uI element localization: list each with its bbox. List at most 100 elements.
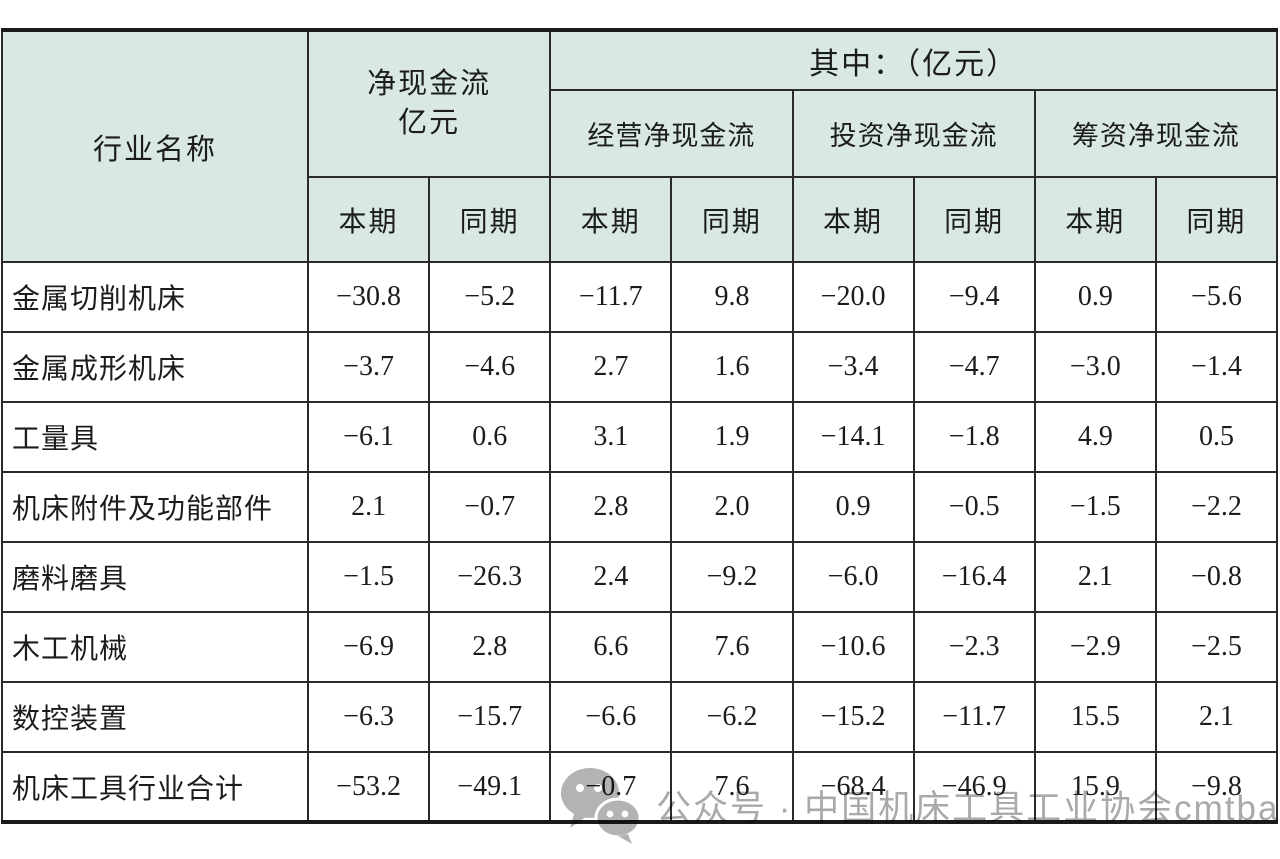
cell-value: −6.6 bbox=[549, 681, 673, 753]
table-row: 数控装置 −6.3 −15.7 −6.6 −6.2 −15.2 −11.7 15… bbox=[1, 681, 1279, 753]
cell-value: −2.3 bbox=[912, 611, 1036, 683]
cell-value: −68.4 bbox=[791, 751, 915, 823]
net-cash-flow-header-line2: 亿元 bbox=[398, 107, 461, 139]
cell-value: 0.9 bbox=[791, 471, 915, 543]
period-current-header: 本期 bbox=[1033, 176, 1157, 263]
cell-value: −1.5 bbox=[306, 541, 431, 613]
table-row: 木工机械 −6.9 2.8 6.6 7.6 −10.6 −2.3 −2.9 −2… bbox=[1, 611, 1279, 683]
cell-value: −4.7 bbox=[912, 331, 1036, 403]
cell-value: 2.1 bbox=[1154, 681, 1279, 753]
cell-value: 2.1 bbox=[306, 471, 431, 543]
cash-flow-table: 行业名称 净现金流 亿元 其中：（亿元） 经营净现金流 投资净现金流 筹资净现金… bbox=[1, 28, 1279, 824]
cell-value: −15.2 bbox=[791, 681, 915, 753]
cell-value: 15.9 bbox=[1033, 751, 1157, 823]
cell-value: −49.1 bbox=[428, 751, 552, 823]
header-row-subgroups: 经营净现金流 投资净现金流 筹资净现金流 bbox=[2, 89, 1279, 178]
cell-value: −6.2 bbox=[670, 681, 794, 753]
cell-value: −0.7 bbox=[549, 751, 673, 823]
among-header: 其中：（亿元） bbox=[549, 29, 1278, 91]
row-label: 机床工具行业合计 bbox=[1, 751, 309, 823]
cell-value: 1.6 bbox=[670, 331, 794, 403]
cell-value: −16.4 bbox=[912, 541, 1036, 613]
cell-value: −30.8 bbox=[306, 261, 431, 333]
cell-value: 2.8 bbox=[549, 471, 673, 543]
subgroup-operating-header: 经营净现金流 bbox=[549, 89, 794, 178]
row-label: 金属切削机床 bbox=[1, 261, 309, 333]
cell-value: −3.4 bbox=[791, 331, 915, 403]
cell-value: −2.9 bbox=[1033, 611, 1157, 683]
cell-value: −2.2 bbox=[1154, 471, 1279, 543]
cell-value: 2.1 bbox=[1033, 541, 1157, 613]
row-label: 金属成形机床 bbox=[1, 331, 309, 403]
cell-value: −53.2 bbox=[306, 751, 431, 823]
cell-value: 2.8 bbox=[428, 611, 552, 683]
cell-value: −11.7 bbox=[549, 261, 673, 333]
row-label: 木工机械 bbox=[1, 611, 309, 683]
cell-value: −11.7 bbox=[912, 681, 1036, 753]
table-row: 金属成形机床 −3.7 −4.6 2.7 1.6 −3.4 −4.7 −3.0 … bbox=[1, 331, 1279, 403]
cell-value: −9.2 bbox=[670, 541, 794, 613]
cell-value: −2.5 bbox=[1154, 611, 1279, 683]
cell-value: 7.6 bbox=[670, 611, 794, 683]
cell-value: 0.5 bbox=[1154, 401, 1279, 473]
cell-value: −1.5 bbox=[1033, 471, 1157, 543]
cell-value: −0.7 bbox=[428, 471, 552, 543]
industry-name-header: 行业名称 bbox=[1, 29, 309, 263]
subgroup-financing-header: 筹资净现金流 bbox=[1033, 89, 1279, 178]
header-row-periods: 本期 同期 本期 同期 本期 同期 本期 同期 bbox=[2, 176, 1279, 263]
header-row-groups: 行业名称 净现金流 亿元 其中：（亿元） bbox=[1, 29, 1278, 263]
cell-value: −26.3 bbox=[428, 541, 552, 613]
cell-value: −1.4 bbox=[1154, 331, 1279, 403]
net-cash-flow-header: 净现金流 亿元 bbox=[306, 29, 552, 178]
cell-value: −6.3 bbox=[306, 681, 431, 753]
cell-value: −9.8 bbox=[1154, 751, 1279, 823]
cell-value: −0.5 bbox=[912, 471, 1036, 543]
cell-value: −5.6 bbox=[1154, 261, 1279, 333]
cell-value: 2.7 bbox=[549, 331, 673, 403]
cell-value: −15.7 bbox=[428, 681, 552, 753]
net-cash-flow-header-line1: 净现金流 bbox=[367, 67, 492, 100]
cell-value: −6.9 bbox=[306, 611, 431, 683]
cell-value: 9.8 bbox=[670, 261, 794, 333]
cell-value: −0.8 bbox=[1154, 541, 1279, 613]
cell-value: 0.6 bbox=[428, 401, 552, 473]
cell-value: 7.6 bbox=[670, 751, 794, 823]
cell-value: 15.5 bbox=[1033, 681, 1157, 753]
cell-value: −9.4 bbox=[912, 261, 1036, 333]
cell-value: −46.9 bbox=[912, 751, 1036, 823]
cell-value: −10.6 bbox=[791, 611, 915, 683]
row-label: 数控装置 bbox=[1, 681, 309, 753]
period-current-header: 本期 bbox=[549, 176, 673, 263]
cell-value: −1.8 bbox=[912, 401, 1036, 473]
period-previous-header: 同期 bbox=[670, 176, 794, 263]
cell-value: 2.0 bbox=[670, 471, 794, 543]
cell-value: −3.7 bbox=[306, 331, 431, 403]
subgroup-investing-header: 投资净现金流 bbox=[791, 89, 1036, 178]
table-row: 机床工具行业合计 −53.2 −49.1 −0.7 7.6 −68.4 −46.… bbox=[1, 751, 1279, 823]
row-label: 工量具 bbox=[1, 401, 309, 473]
row-label: 机床附件及功能部件 bbox=[1, 471, 309, 543]
cell-value: −3.0 bbox=[1033, 331, 1157, 403]
table-row: 磨料磨具 −1.5 −26.3 2.4 −9.2 −6.0 −16.4 2.1 … bbox=[1, 541, 1279, 613]
cell-value: 2.4 bbox=[549, 541, 673, 613]
cell-value: −6.0 bbox=[791, 541, 915, 613]
cell-value: 1.9 bbox=[670, 401, 794, 473]
table-row: 机床附件及功能部件 2.1 −0.7 2.8 2.0 0.9 −0.5 −1.5… bbox=[1, 471, 1279, 543]
period-previous-header: 同期 bbox=[428, 176, 552, 263]
cell-value: −4.6 bbox=[428, 331, 552, 403]
cell-value: −14.1 bbox=[791, 401, 915, 473]
row-label: 磨料磨具 bbox=[1, 541, 309, 613]
cell-value: 6.6 bbox=[549, 611, 673, 683]
period-previous-header: 同期 bbox=[1154, 176, 1279, 263]
cell-value: −20.0 bbox=[791, 261, 915, 333]
cell-value: 4.9 bbox=[1033, 401, 1157, 473]
period-current-header: 本期 bbox=[791, 176, 915, 263]
cell-value: 0.9 bbox=[1033, 261, 1157, 333]
cell-value: −5.2 bbox=[428, 261, 552, 333]
period-previous-header: 同期 bbox=[912, 176, 1036, 263]
cell-value: −6.1 bbox=[306, 401, 431, 473]
cell-value: 3.1 bbox=[549, 401, 673, 473]
table-row: 工量具 −6.1 0.6 3.1 1.9 −14.1 −1.8 4.9 0.5 bbox=[1, 401, 1279, 473]
period-current-header: 本期 bbox=[306, 176, 431, 263]
